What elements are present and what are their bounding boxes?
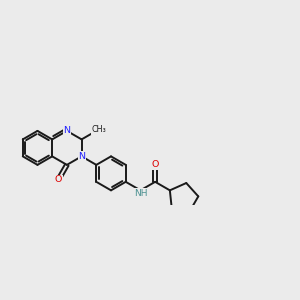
Text: NH: NH (134, 189, 147, 198)
Text: O: O (152, 160, 159, 169)
Text: N: N (78, 152, 85, 161)
Text: CH₃: CH₃ (91, 125, 106, 134)
Text: N: N (63, 126, 70, 135)
Text: O: O (55, 175, 62, 184)
